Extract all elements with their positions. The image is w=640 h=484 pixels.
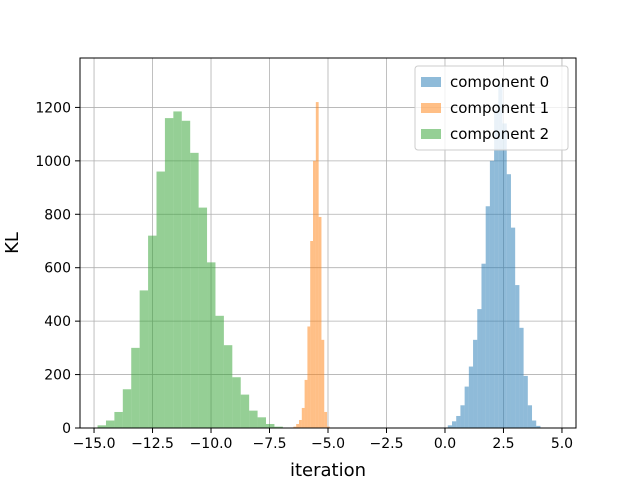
histogram-bar [473,339,478,428]
histogram-bar [232,377,241,428]
histogram-bar [198,207,208,428]
legend-box [414,65,569,151]
histogram-bar [536,425,541,428]
histogram-bar [181,120,191,428]
histogram-bar [318,216,322,428]
histogram-bar [105,420,115,428]
histogram-bar [532,420,537,428]
bars-layer [97,83,541,429]
histogram-bar [498,83,503,428]
histogram-bar [447,425,452,428]
histogram-bar [293,426,297,428]
histogram-bar [274,426,283,428]
x-tick-label: 5.0 [551,436,573,452]
legend-label: component 1 [450,99,549,117]
histogram-bar [468,366,474,428]
histogram-bar [452,421,457,428]
x-tick-label: −10.0 [190,436,233,452]
histogram-bar [215,315,224,428]
histogram-bar [315,102,319,429]
x-tick-label: −15.0 [73,436,116,452]
histogram-bar [324,411,328,428]
histogram-bar [301,407,305,428]
histogram-bar [313,160,316,428]
y-axis: 0 200 400 600 800 1000 1200 [35,100,80,437]
histogram-bar [321,339,325,428]
histogram-bar [156,171,165,428]
histogram-bar [97,425,106,428]
histogram-bar [489,160,495,428]
histogram-bar [456,415,461,428]
histogram-bar [519,327,524,428]
histogram-bar [310,240,314,428]
histogram-bar [207,262,216,428]
histogram-bar [494,110,499,428]
histogram-bar [173,111,182,429]
histogram-bar [114,411,123,428]
legend-label: component 0 [450,73,549,91]
histogram-bar [240,394,250,428]
y-axis-label: KL [2,232,23,254]
histogram-bar [477,309,482,428]
y-tick-label: 400 [44,314,71,330]
histogram-bar [139,290,149,428]
histogram-bar [464,386,469,428]
histogram-bar [506,174,511,428]
histogram-bar [327,426,330,428]
histogram-bar [249,410,258,428]
histogram-bar [122,389,132,428]
y-tick-label: 0 [62,421,71,437]
histogram-bar [523,375,528,428]
legend-swatch [421,77,441,87]
histogram-bar [307,326,311,428]
histogram-bar [502,123,507,428]
histogram-bar [298,419,302,428]
series-bars [443,83,541,428]
histogram-bar [510,227,516,428]
y-tick-label: 1000 [35,154,71,170]
histogram-bar [164,118,174,428]
histogram-bar [527,405,533,428]
y-tick-label: 600 [44,261,71,277]
x-tick-label: 0.0 [434,436,456,452]
histogram-bar [515,285,520,428]
histogram-bar [257,417,266,428]
histogram-bar [131,347,140,428]
x-tick-label: −12.5 [131,436,174,452]
x-tick-label: 2.5 [492,436,514,452]
histogram-bar [304,379,308,428]
histogram-bar [266,423,275,428]
x-tick-label: −2.5 [369,436,403,452]
x-axis-label: iteration [290,460,366,480]
histogram-bar [460,405,465,428]
histogram-bar [190,152,199,429]
y-tick-label: 800 [44,207,71,223]
histogram-bar [296,423,299,428]
series-bars [290,102,330,429]
histogram-bar [148,235,157,428]
y-tick-label: 1200 [35,100,71,116]
histogram-bar [481,263,486,428]
x-tick-label: −5.0 [311,436,345,452]
histogram-bar [223,345,233,428]
legend-swatch [421,103,441,113]
legend-swatch [421,129,441,139]
series-bars [97,111,283,429]
y-tick-label: 200 [44,368,71,384]
x-tick-label: −7.5 [253,436,287,452]
legend-label: component 2 [450,125,549,143]
x-axis: −15.0 −12.5 −10.0 −7.5 −5.0 −2.5 0.0 2.5 5.0 [73,428,573,452]
histogram-bar [485,206,490,428]
legend: component 0 component 1 component 2 [414,65,569,151]
